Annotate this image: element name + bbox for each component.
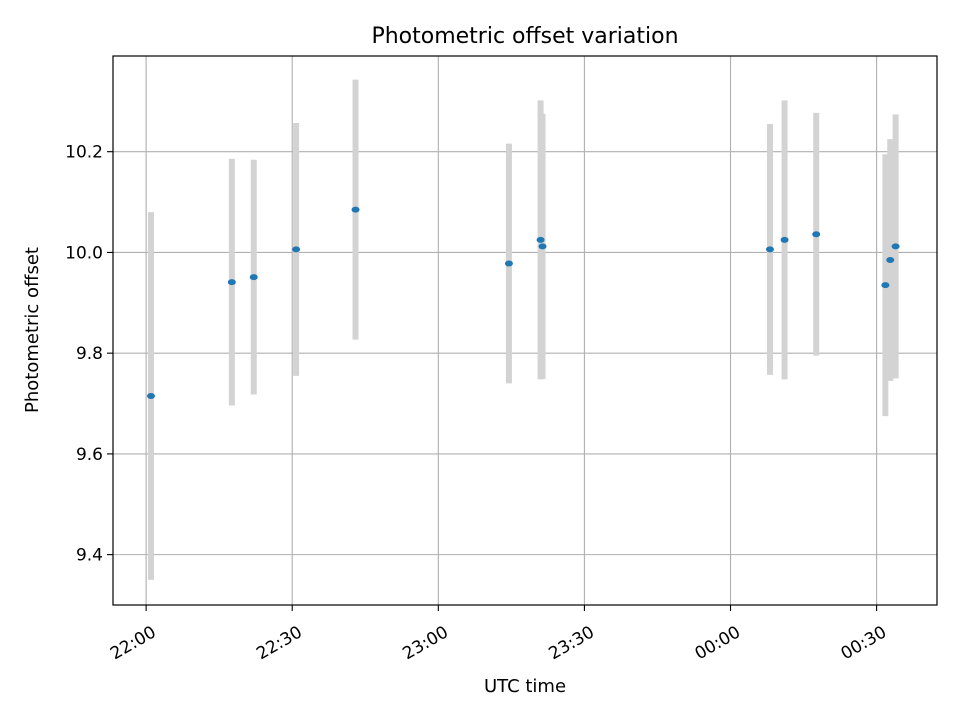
x-tick-label: 22:00 [107, 622, 159, 664]
data-point [765, 246, 774, 253]
data-point [249, 274, 258, 281]
data-point [536, 236, 545, 243]
data-point [504, 260, 513, 267]
data-point [812, 231, 821, 238]
y-tick-label: 9.8 [76, 344, 103, 364]
data-point [881, 282, 890, 289]
grid-layer [113, 56, 937, 605]
y-tick-label: 10.0 [65, 243, 103, 263]
plot-frame [112, 55, 938, 606]
x-tick-label: 22:30 [253, 622, 305, 664]
x-tick-label: 23:30 [545, 622, 597, 664]
data-point [780, 236, 789, 243]
x-axis-label: UTC time [484, 676, 566, 697]
data-point [886, 256, 895, 263]
tick-layer: 22:00 22:30 23:00 23:30 00:00 00:30 9.4 9.6 9.8 1… [65, 143, 890, 665]
chart-title: Photometric offset variation [371, 24, 678, 49]
x-tick-label: 00:00 [692, 622, 744, 664]
point-layer [146, 206, 900, 399]
y-axis-label: Photometric offset [22, 247, 43, 413]
y-tick-label: 10.2 [65, 143, 103, 163]
x-tick-label: 23:00 [399, 622, 451, 664]
y-tick-label: 9.6 [76, 445, 103, 465]
x-tick-label: 00:30 [838, 622, 890, 664]
data-point [146, 392, 155, 399]
data-point [891, 243, 900, 250]
y-tick-label: 9.4 [76, 546, 103, 566]
data-point [292, 246, 301, 253]
data-point [227, 279, 236, 286]
errorbar-layer [147, 79, 899, 580]
data-point [538, 243, 547, 250]
data-point [351, 206, 360, 213]
